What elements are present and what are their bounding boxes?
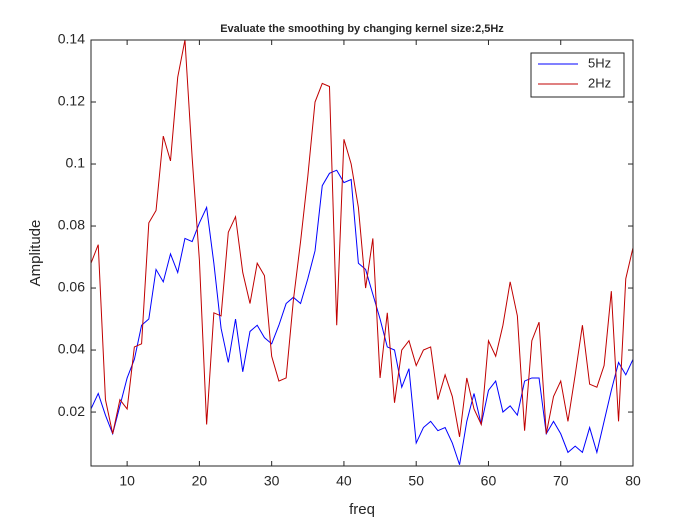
x-tick-label: 60	[481, 473, 497, 489]
y-tick-label: 0.12	[58, 93, 85, 109]
y-axis-label: Amplitude	[27, 220, 44, 287]
x-tick-label: 30	[264, 473, 280, 489]
axes-box	[90, 39, 634, 467]
x-tick-label: 20	[192, 473, 208, 489]
x-tick-label: 40	[336, 473, 352, 489]
legend-box	[530, 52, 625, 98]
y-tick-label: 0.04	[58, 341, 85, 357]
data-line	[91, 40, 633, 437]
x-tick-label: 50	[408, 473, 424, 489]
x-tick-label: 80	[625, 473, 641, 489]
legend-label: 2Hz	[588, 75, 611, 90]
x-tick-label: 10	[119, 473, 135, 489]
x-tick-label: 70	[553, 473, 569, 489]
y-tick-label: 0.14	[58, 31, 85, 47]
y-tick-label: 0.02	[58, 403, 85, 419]
y-tick-label: 0.08	[58, 217, 85, 233]
legend-label: 5Hz	[588, 55, 611, 70]
y-tick-label: 0.06	[58, 279, 85, 295]
chart-title: Evaluate the smoothing by changing kerne…	[220, 23, 504, 35]
y-tick-label: 0.1	[66, 155, 86, 171]
data-line	[91, 169, 633, 465]
x-axis-label: freq	[349, 501, 375, 518]
